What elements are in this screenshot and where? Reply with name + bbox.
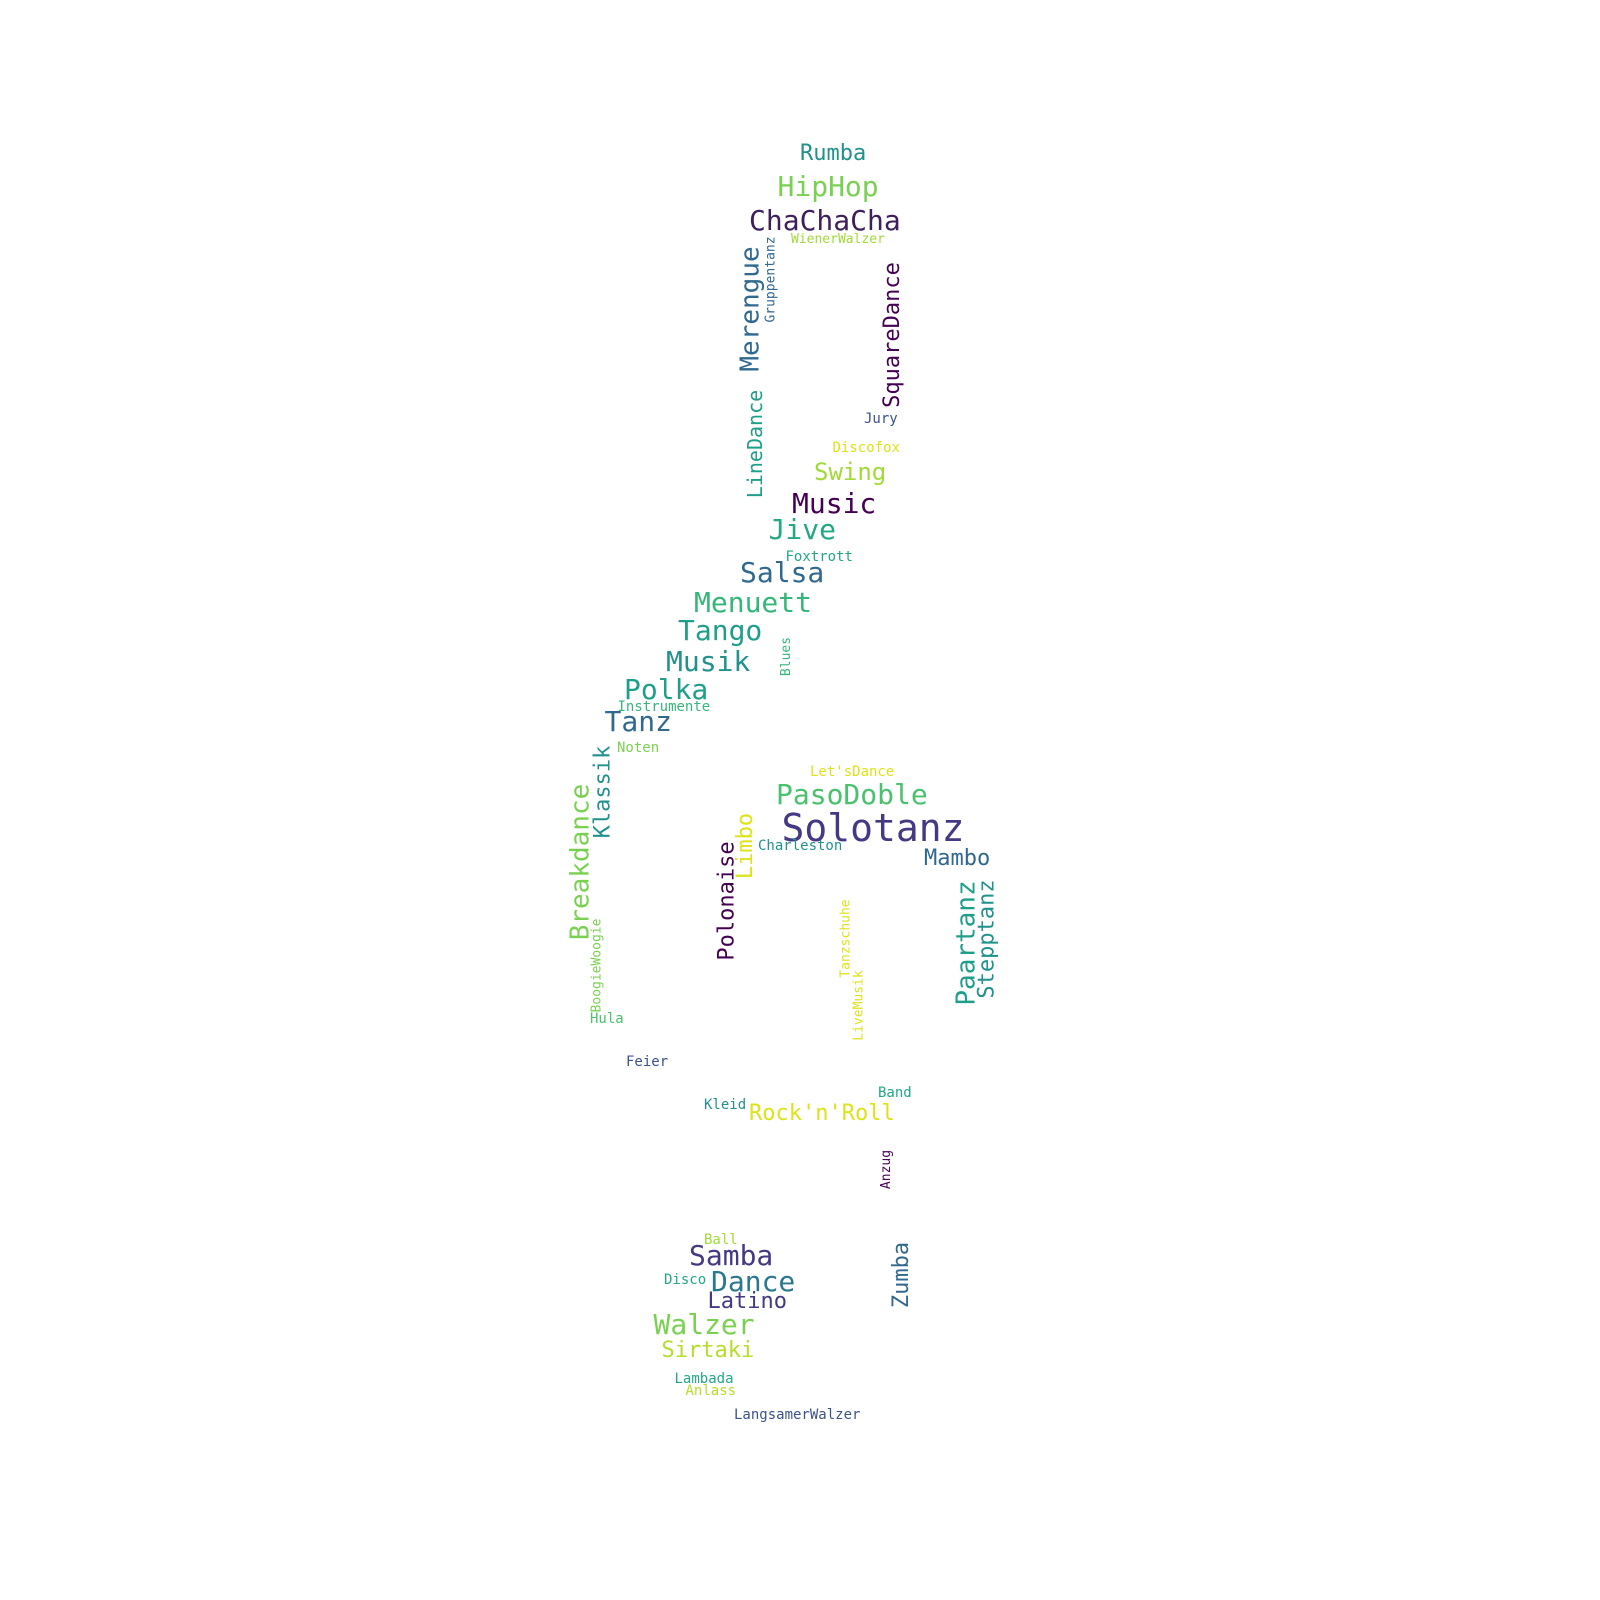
word-tanzschuhe: Tanzschuhe <box>838 898 854 978</box>
word-lambada: Lambada <box>674 1371 734 1387</box>
word-blues: Blues <box>778 636 794 676</box>
word-squaredance: SquareDance <box>879 262 905 408</box>
word-salsa: Salsa <box>740 556 825 589</box>
word-hiphop: HipHop <box>777 170 879 203</box>
word-charleston: Charleston <box>758 838 843 854</box>
word-latino: Latino <box>707 1289 787 1314</box>
word-anzug: Anzug <box>878 1149 894 1189</box>
word-polka: Polka <box>624 673 709 706</box>
word-tango: Tango <box>678 614 763 647</box>
word-solotanz: Solotanz <box>781 806 965 850</box>
word-merengue: Merengue <box>735 246 766 372</box>
word-swing: Swing <box>814 458 887 486</box>
word-noten: Noten <box>617 740 660 756</box>
word-dance: Dance <box>711 1265 796 1298</box>
word-chachacha: ChaChaCha <box>749 204 901 237</box>
word-breakdance: Breakdance <box>564 783 595 941</box>
word-jive: Jive <box>768 513 836 546</box>
word-disco: Disco <box>664 1272 707 1288</box>
word-kleid: Kleid <box>704 1097 747 1113</box>
word-instrumente: Instrumente <box>617 699 711 715</box>
word-musik: Musik <box>666 645 751 678</box>
word-anlass: Anlass <box>685 1383 737 1399</box>
word-let-sdance: Let'sDance <box>810 764 895 780</box>
word-langsamerwalzer: LangsamerWalzer <box>734 1407 861 1423</box>
word-feier: Feier <box>626 1054 669 1070</box>
word-jury: Jury <box>864 411 898 427</box>
word-wienerwalzer: WienerWalzer <box>791 231 885 247</box>
word-zumba: Zumba <box>889 1241 915 1309</box>
word-mambo: Mambo <box>924 846 991 871</box>
word-menuett: Menuett <box>694 586 813 619</box>
word-rock-n-roll: Rock'n'Roll <box>749 1101 895 1126</box>
word-rumba: Rumba <box>800 141 867 166</box>
word-stepptanz: Stepptanz <box>974 879 1000 999</box>
word-pasodoble: PasoDoble <box>776 778 928 811</box>
word-discofox: Discofox <box>832 440 900 456</box>
word-polonaise: Polonaise <box>714 841 740 961</box>
word-ball: Ball <box>704 1232 738 1248</box>
word-samba: Samba <box>689 1239 774 1272</box>
word-band: Band <box>878 1085 912 1101</box>
word-boogiewoogie: BoogieWoogie <box>589 918 605 1012</box>
word-linedance: LineDance <box>743 389 768 499</box>
word-music: Music <box>792 487 877 520</box>
word-walzer: Walzer <box>653 1308 755 1341</box>
word-gruppentanz: Gruppentanz <box>763 235 779 323</box>
word-sirtaki: Sirtaki <box>661 1338 755 1363</box>
word-livemusik: LiveMusik <box>851 969 867 1041</box>
word-hula: Hula <box>590 1011 624 1027</box>
word-foxtrott: Foxtrott <box>785 549 853 565</box>
word-tanz: Tanz <box>604 705 672 738</box>
